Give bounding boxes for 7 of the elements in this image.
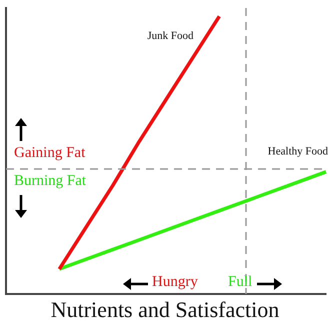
- annotation: Burning Fat: [14, 173, 86, 190]
- series-label: Junk Food: [147, 30, 194, 42]
- text: Nutrients and Satisfaction: [50, 297, 280, 323]
- annotation: Hungry: [152, 274, 198, 291]
- annotation: Gaining Fat: [14, 145, 86, 162]
- annotation: Full: [228, 274, 252, 291]
- series-label: Healthy Food: [268, 146, 328, 158]
